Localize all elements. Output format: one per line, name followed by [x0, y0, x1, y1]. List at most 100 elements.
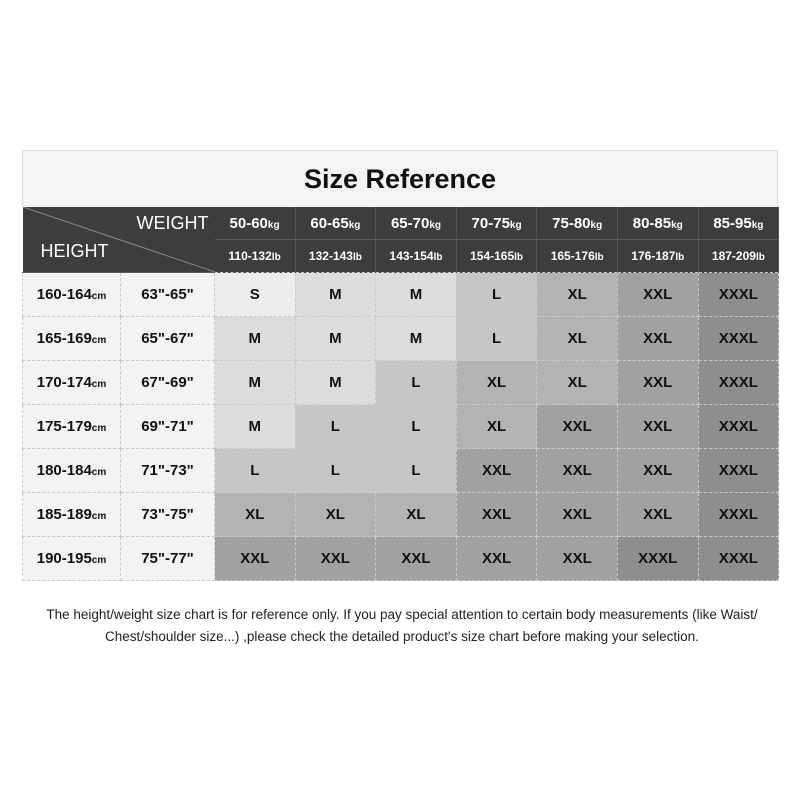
size-cell: M [214, 316, 296, 361]
size-cell: M [294, 272, 377, 317]
size-cell: M [214, 404, 296, 449]
size-cell: XXL [214, 536, 296, 581]
size-cell: L [375, 448, 457, 493]
height-cm-value: 180-184 [36, 462, 92, 479]
height-cm-cell: 160-164cm [22, 272, 121, 317]
weight-lb-value: 143-154 [389, 249, 434, 263]
size-cell: XXL [536, 404, 618, 449]
size-cell: XL [536, 272, 618, 317]
height-cm-cell: 185-189cm [22, 492, 121, 537]
height-cm-cell: 165-169cm [22, 316, 121, 361]
weight-lb-header: 176-187lb [617, 239, 699, 273]
unit: cm [91, 335, 107, 346]
weight-kg-header: 50-60kg [214, 207, 296, 240]
unit: cm [91, 467, 107, 478]
chart-title: Size Reference [22, 150, 778, 207]
size-cell: XXL [616, 404, 699, 449]
unit: kg [509, 219, 522, 231]
weight-kg-header: 85-95kg [698, 207, 780, 240]
size-cell: M [294, 360, 377, 405]
size-cell: XL [375, 492, 457, 537]
size-cell: XXXL [697, 404, 780, 449]
unit: lb [514, 252, 524, 263]
table-row: 165-169cm 65"-67" M M M L XL XXL XXXL [22, 316, 780, 361]
weight-lb-value: 154-165 [470, 249, 515, 263]
weight-kg-value: 75-80 [552, 214, 591, 232]
unit: lb [594, 252, 604, 263]
weight-label: WEIGHT [136, 213, 209, 233]
size-cell: XL [214, 492, 296, 537]
unit: kg [267, 219, 280, 231]
weight-kg-header: 75-80kg [536, 207, 618, 240]
height-in-cell: 69"-71" [120, 404, 215, 449]
unit: kg [429, 219, 441, 231]
unit: lb [271, 252, 281, 263]
table-row: 185-189cm 73"-75" XL XL XL XXL XXL XXL XXXL [22, 492, 780, 537]
weight-lb-header: 154-165lb [456, 239, 538, 273]
size-cell: XL [294, 492, 377, 537]
size-cell: XXL [455, 536, 538, 581]
height-cm-value: 185-189 [36, 506, 92, 523]
size-cell: XXL [616, 448, 699, 493]
weight-lb-header: 187-209lb [698, 239, 780, 273]
size-cell: XXL [616, 360, 699, 405]
unit: kg [590, 219, 603, 231]
size-cell: XXXL [697, 536, 780, 581]
weight-lb-value: 110-132 [228, 249, 272, 263]
size-cell: XXXL [697, 316, 780, 361]
height-cm-value: 170-174 [36, 374, 92, 391]
size-cell: XL [536, 316, 618, 361]
size-cell: XL [455, 404, 538, 449]
height-cm-value: 190-195 [36, 550, 92, 567]
size-cell: L [455, 316, 538, 361]
table-row: 170-174cm 67"-69" M M L XL XL XXL XXXL [22, 360, 780, 405]
table-row: 160-164cm 63"-65" S M M L XL XXL XXXL [22, 272, 780, 317]
size-cell: XXL [536, 448, 618, 493]
height-cm-value: 160-164 [36, 286, 92, 303]
unit: kg [348, 219, 361, 231]
height-in-cell: 73"-75" [120, 492, 215, 537]
size-cell: XL [455, 360, 538, 405]
unit: lb [755, 252, 765, 263]
size-cell: M [375, 316, 457, 361]
size-cell: L [294, 404, 377, 449]
unit: kg [671, 219, 683, 231]
size-cell: L [214, 448, 296, 493]
unit: kg [751, 219, 764, 231]
weight-kg-value: 80-85 [632, 214, 672, 232]
size-cell: XXXL [697, 360, 780, 405]
size-cell: M [375, 272, 457, 317]
size-cell: M [214, 360, 296, 405]
weight-lb-header: 165-176lb [536, 239, 618, 273]
weight-lb-value: 176-187 [631, 249, 676, 263]
size-cell: L [375, 404, 457, 449]
size-cell: XXL [616, 492, 699, 537]
size-cell: XXL [375, 536, 457, 581]
weight-lb-header: 110-132lb [214, 239, 296, 273]
unit: cm [91, 379, 107, 390]
size-cell: L [294, 448, 377, 493]
size-cell: XXXL [616, 536, 699, 581]
table-row: 190-195cm 75"-77" XXL XXL XXL XXL XXL XXXL XXXL [22, 536, 780, 581]
size-cell: XL [536, 360, 618, 405]
table-row: 180-184cm 71"-73" L L L XXL XXL XXL XXXL [22, 448, 780, 493]
unit: cm [91, 291, 107, 302]
diagonal-divider [22, 207, 215, 272]
weight-kg-header: 70-75kg [456, 207, 538, 240]
unit: lb [433, 252, 443, 263]
size-cell: XXXL [697, 492, 780, 537]
unit: lb [352, 252, 362, 263]
table-corner-header: WEIGHT HEIGHT [22, 207, 215, 273]
unit: cm [91, 511, 107, 522]
weight-kg-value: 70-75 [471, 214, 510, 232]
weight-lb-header: 143-154lb [375, 239, 457, 273]
weight-kg-header: 60-65kg [295, 207, 377, 240]
weight-kg-value: 50-60 [229, 214, 268, 232]
height-cm-cell: 175-179cm [22, 404, 121, 449]
unit: lb [675, 252, 685, 263]
size-cell: M [294, 316, 377, 361]
size-cell: S [214, 272, 296, 317]
height-cm-cell: 180-184cm [22, 448, 121, 493]
size-cell: XXL [455, 492, 538, 537]
size-cell: XXL [536, 492, 618, 537]
